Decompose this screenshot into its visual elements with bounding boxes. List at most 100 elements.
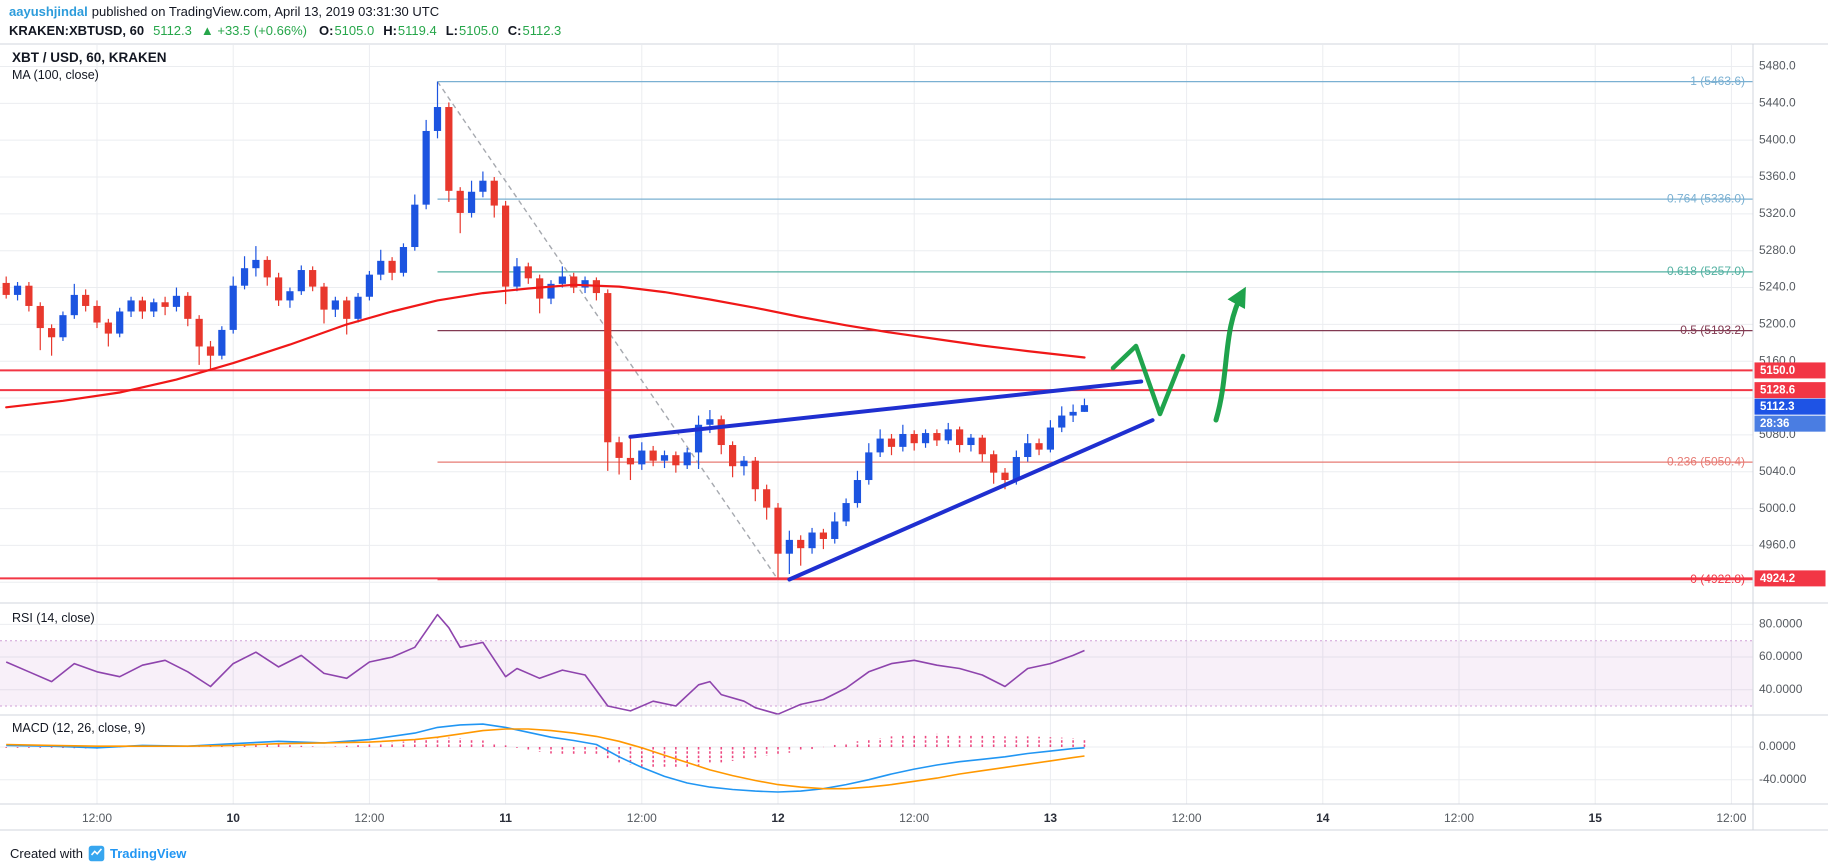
candle-body <box>433 107 442 131</box>
time-tick-label: 12:00 <box>899 811 929 825</box>
main-pane-legend: XBT / USD, 60, KRAKEN MA (100, close) <box>12 50 167 82</box>
candle-body <box>763 489 771 508</box>
candle-body <box>240 268 249 286</box>
green-zigzag <box>1110 343 1186 417</box>
candle-body <box>876 438 884 453</box>
candle-body <box>82 294 90 306</box>
candle-body <box>865 452 873 481</box>
price-tick-label: 5440.0 <box>1759 96 1796 110</box>
low-label: L: <box>445 23 458 38</box>
author-name[interactable]: aayushjindal <box>9 4 88 19</box>
tradingview-brand-link[interactable]: TradingView <box>109 846 187 861</box>
candle-body <box>479 180 487 192</box>
candle-body <box>729 445 737 467</box>
candles <box>2 81 1089 580</box>
candle-body <box>1012 457 1020 481</box>
green-annotations <box>1110 286 1246 423</box>
candle-body <box>161 302 169 307</box>
candle-body <box>377 260 385 275</box>
candle-body <box>524 266 532 279</box>
ma-line <box>5 283 1086 409</box>
candle-body <box>1080 405 1089 412</box>
rsi-legend: RSI (14, close) <box>12 611 95 625</box>
time-tick-label: 12:00 <box>1172 811 1202 825</box>
time-tick-label: 12:00 <box>1444 811 1474 825</box>
candle-body <box>853 480 862 504</box>
price-tick-label: 5200.0 <box>1759 317 1796 331</box>
price-tick-label: 5480.0 <box>1759 59 1796 73</box>
candle-body <box>570 276 578 288</box>
macd-line <box>6 723 1085 793</box>
macd-signal-line <box>6 728 1085 790</box>
rsi-line <box>5 613 1085 715</box>
candle-body <box>899 433 907 447</box>
candle-body <box>502 205 510 287</box>
candle-body <box>1046 427 1054 450</box>
candle-body <box>59 315 67 338</box>
open-label: O: <box>318 23 334 38</box>
time-tick-label: 12 <box>771 811 785 825</box>
sr-price-tag: 4924.2 <box>1754 570 1826 587</box>
candle-body <box>967 437 975 446</box>
wedge-trendlines <box>628 379 1155 582</box>
svg-text:5150.0: 5150.0 <box>1760 365 1795 377</box>
candle-body <box>70 294 78 316</box>
candle-body <box>490 180 498 206</box>
symbol-name: KRAKEN:XBTUSD, 60 <box>9 23 145 38</box>
candle-body <box>422 130 430 205</box>
candle-body <box>206 346 215 356</box>
candle-body <box>558 276 566 284</box>
low-value: 5105.0 <box>459 23 499 38</box>
candle-body <box>263 259 271 278</box>
svg-text:5112.3: 5112.3 <box>1760 401 1795 413</box>
candle-body <box>184 295 192 319</box>
time-tick-label: 13 <box>1044 811 1058 825</box>
time-axis[interactable]: 12:00 10 12:00 11 12:00 12 12:00 13 12:00 14 12:00… <box>82 811 1747 825</box>
footer: Created with TradingView <box>10 845 186 862</box>
price-tick-label: 5040.0 <box>1759 464 1796 478</box>
time-tick-label: 12:00 <box>354 811 384 825</box>
candle-body <box>1001 472 1009 481</box>
publish-text: published on TradingView.com, April 13, … <box>91 4 440 19</box>
candle-body <box>513 266 521 287</box>
rsi-tick-label: 40.0000 <box>1759 682 1803 696</box>
candle-body <box>842 503 850 522</box>
candle-body <box>990 454 998 473</box>
price-axis[interactable]: 5480.0 5440.0 5400.0 5360.0 5320.0 5280.0 5240… <box>1754 59 1826 786</box>
price-tick-label: 5240.0 <box>1759 280 1796 294</box>
bar-countd-tag: 28:36 <box>1754 415 1826 432</box>
candle-body <box>672 455 680 466</box>
created-with-text: Created with <box>10 846 83 861</box>
candle-body <box>309 270 317 287</box>
candle-body <box>808 532 816 549</box>
candle-body <box>615 442 623 458</box>
price-tick-label: 4960.0 <box>1759 538 1796 552</box>
publish-info: aayushjindal published on TradingView.com… <box>9 4 439 19</box>
candle-body <box>978 437 986 455</box>
candle-body <box>956 429 964 446</box>
candle-body <box>388 260 396 273</box>
candle-body <box>13 285 22 295</box>
candle-body <box>797 539 805 549</box>
candle-body <box>819 532 827 539</box>
macd-legend: MACD (12, 26, close, 9) <box>12 721 146 735</box>
candle-body <box>399 247 408 273</box>
macd-histogram <box>5 733 1086 769</box>
candle-body <box>774 507 782 554</box>
candle-body <box>275 277 283 301</box>
svg-text:4924.2: 4924.2 <box>1760 573 1795 585</box>
candle-body <box>343 300 351 319</box>
fib-label: 0.764 (5336.0) <box>1667 191 1745 205</box>
candle-body <box>604 293 612 443</box>
macd-tick-label: -40.0000 <box>1759 772 1807 786</box>
candle-body <box>127 300 135 312</box>
fib-label: 0.618 (5257.0) <box>1667 264 1745 278</box>
time-tick-label: 12:00 <box>1716 811 1746 825</box>
price-tick-label: 5000.0 <box>1759 501 1796 515</box>
grid-lines <box>0 45 1753 804</box>
candle-body <box>320 286 328 310</box>
candle-body <box>2 282 10 295</box>
candle-body <box>116 311 124 334</box>
price-tick-label: 5320.0 <box>1759 206 1796 220</box>
